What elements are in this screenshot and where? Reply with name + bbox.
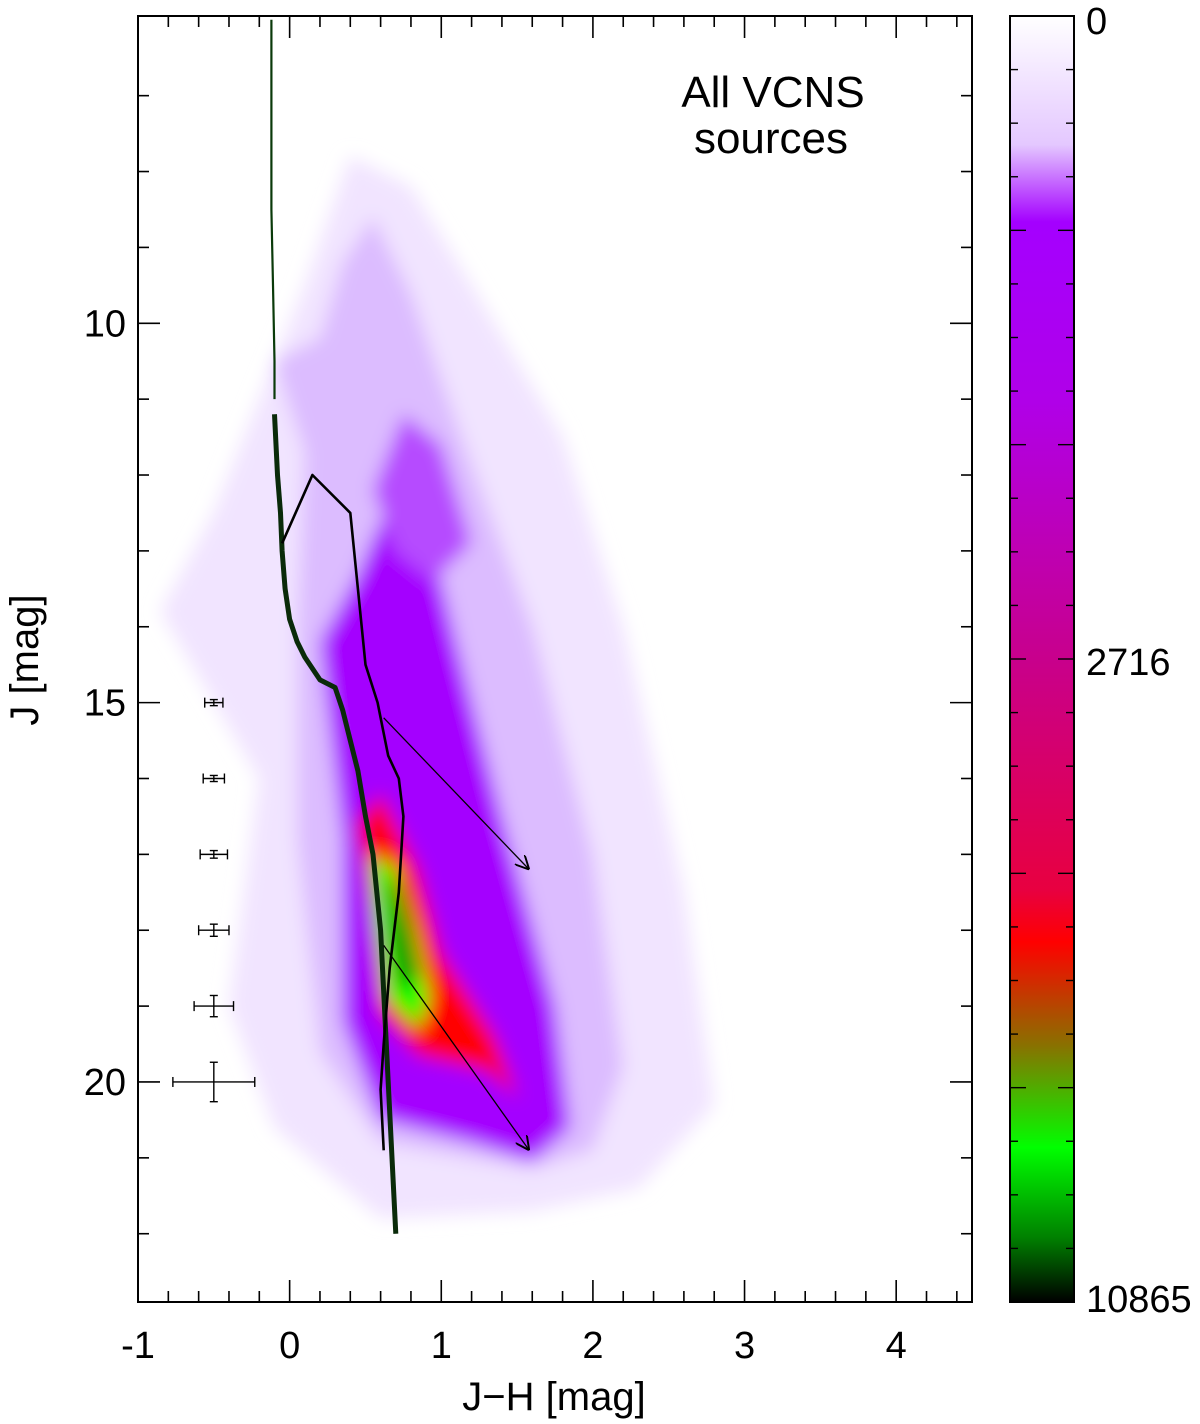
- plot-area: [160, 19, 715, 1234]
- x-tick-label: 4: [886, 1325, 907, 1367]
- error-bar-1: [202, 773, 226, 784]
- x-tick-label: 3: [734, 1325, 755, 1367]
- x-tick-label: 0: [279, 1325, 300, 1367]
- colorbar: 0 2716 10865: [1009, 1, 1192, 1321]
- series-line-1: [272, 414, 399, 1234]
- colorbar-label-min: 0: [1086, 1, 1107, 43]
- y-tick-label: 10: [84, 303, 126, 345]
- density-map: [160, 156, 715, 1219]
- error-bar-3: [197, 923, 230, 938]
- series-layer: [270, 19, 530, 1234]
- y-tick-label: 15: [84, 683, 126, 725]
- series-line-3: [383, 717, 530, 870]
- plot-frame: [137, 15, 973, 1303]
- series-line-0: [270, 19, 276, 400]
- colorbar-ticks: [1010, 68, 1074, 1250]
- error-bar-5: [172, 1061, 256, 1103]
- density-region-4: [357, 793, 518, 1098]
- annotation-line-1: All VCNS: [681, 68, 864, 117]
- y-axis-label: J [mag]: [3, 594, 47, 725]
- colorbar-label-max: 10865: [1086, 1279, 1192, 1321]
- error-bar-0: [204, 697, 224, 708]
- y-tick-label: 20: [84, 1062, 126, 1104]
- colorbar-label-mid: 2716: [1086, 642, 1171, 684]
- x-tick-label: 2: [582, 1325, 603, 1367]
- x-tick-label: -1: [121, 1325, 155, 1367]
- density-region-6: [388, 877, 417, 991]
- density-region-3: [373, 414, 472, 582]
- series-line-2: [280, 473, 405, 1151]
- annotation-line-2: sources: [694, 114, 848, 163]
- error-bar-2: [199, 849, 229, 860]
- x-axis-label: J−H [mag]: [462, 1375, 645, 1419]
- series-line-4: [383, 945, 530, 1150]
- axis-ticks: -1 0 1 2 3 4 10 15 20: [84, 16, 972, 1367]
- error-bar-4: [193, 994, 235, 1018]
- error-bars: [172, 697, 256, 1103]
- x-tick-label: 1: [431, 1325, 452, 1367]
